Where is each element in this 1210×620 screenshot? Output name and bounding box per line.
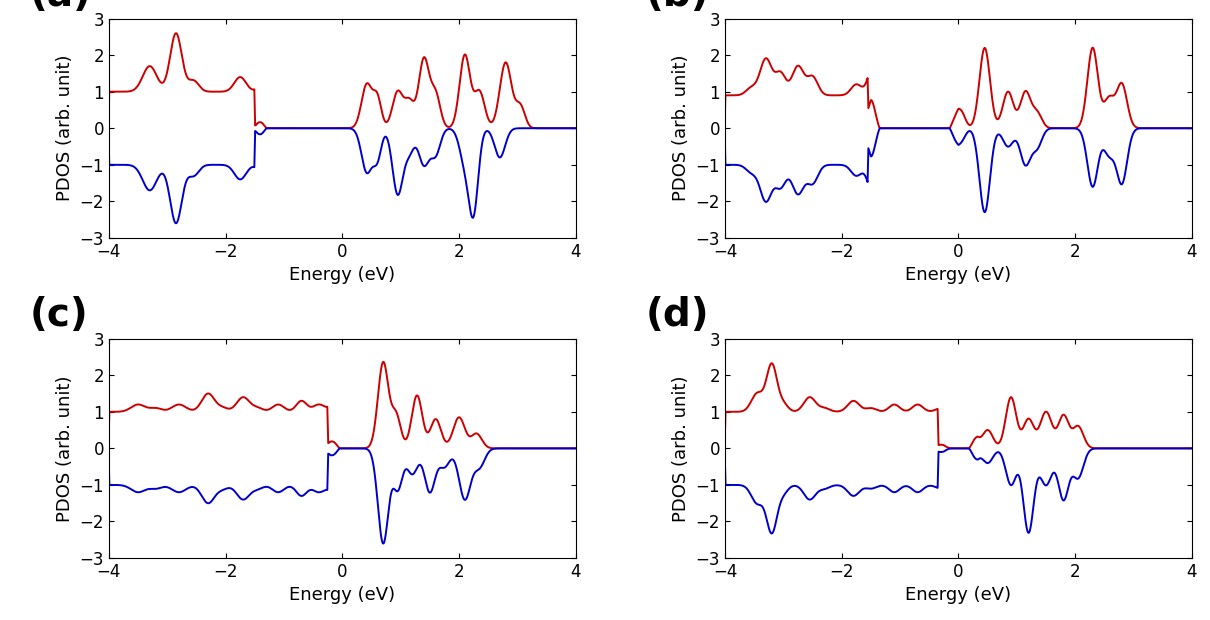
X-axis label: Energy (eV): Energy (eV) bbox=[289, 266, 396, 285]
Y-axis label: PDOS (arb. unit): PDOS (arb. unit) bbox=[672, 55, 690, 202]
X-axis label: Energy (eV): Energy (eV) bbox=[289, 587, 396, 604]
Text: (c): (c) bbox=[29, 296, 88, 334]
Text: (a): (a) bbox=[29, 0, 92, 14]
Text: (d): (d) bbox=[646, 296, 709, 334]
Y-axis label: PDOS (arb. unit): PDOS (arb. unit) bbox=[56, 375, 74, 521]
Text: (b): (b) bbox=[646, 0, 709, 14]
Y-axis label: PDOS (arb. unit): PDOS (arb. unit) bbox=[56, 55, 74, 202]
X-axis label: Energy (eV): Energy (eV) bbox=[905, 587, 1012, 604]
X-axis label: Energy (eV): Energy (eV) bbox=[905, 266, 1012, 285]
Y-axis label: PDOS (arb. unit): PDOS (arb. unit) bbox=[672, 375, 690, 521]
